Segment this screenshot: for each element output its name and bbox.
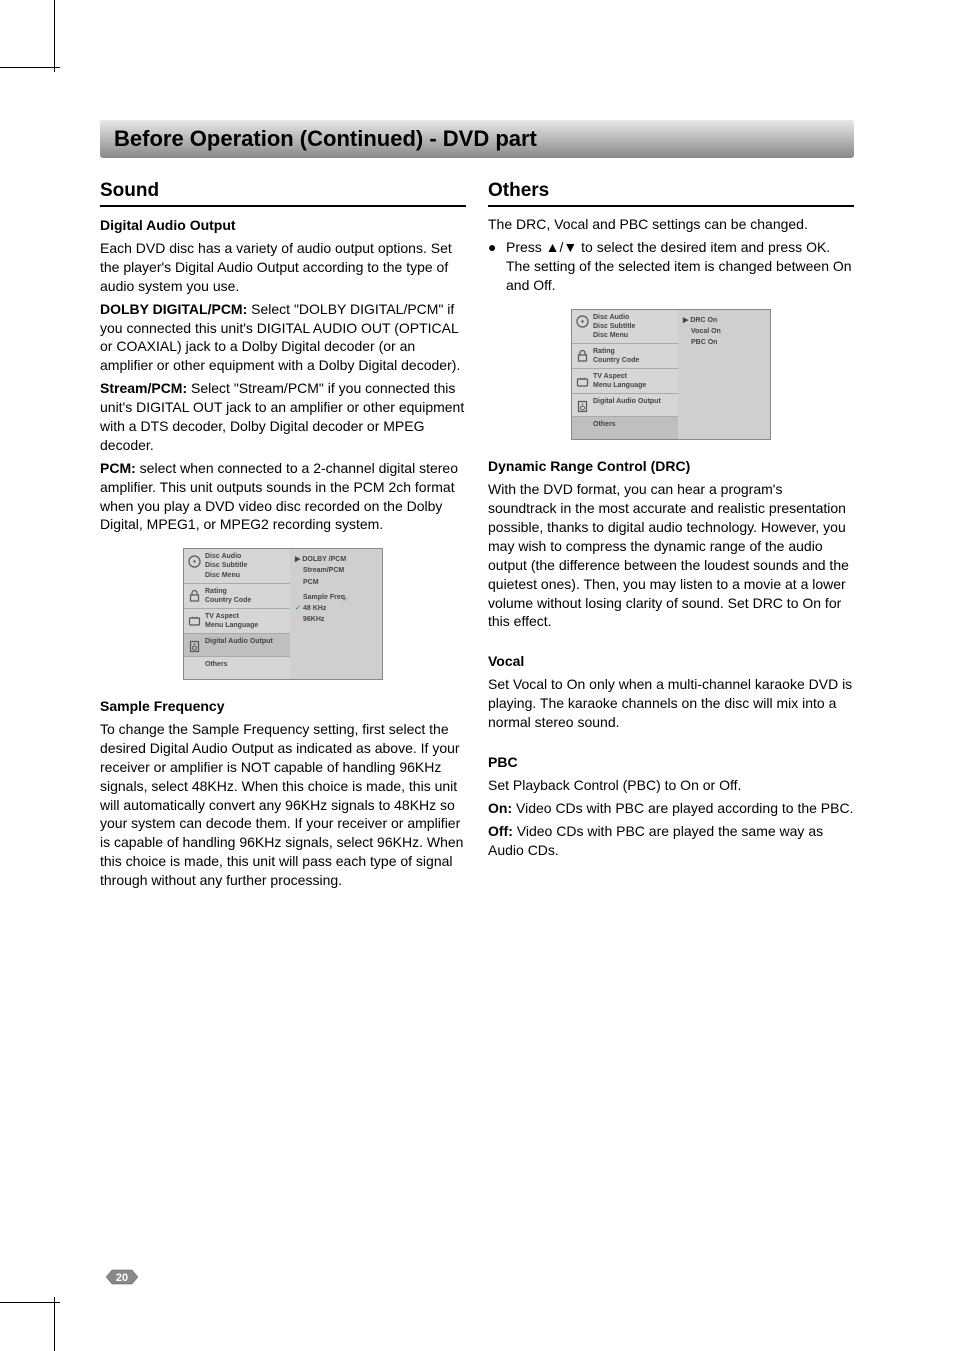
body-text: To change the Sample Frequency setting, …	[100, 720, 466, 890]
page-number-text: 20	[116, 1272, 128, 1284]
term-line: Off: Video CDs with PBC are played the s…	[488, 822, 854, 860]
left-column: Sound Digital Audio Output Each DVD disc…	[100, 180, 466, 894]
tv-icon	[575, 374, 589, 388]
menu-option: Stream/PCM	[303, 567, 344, 574]
menu-label: Disc Menu	[593, 331, 635, 340]
speaker-icon	[575, 399, 589, 413]
heading-vocal: Vocal	[488, 653, 854, 669]
heading-pbc: PBC	[488, 754, 854, 770]
term-label: Off:	[488, 823, 513, 839]
heading-digital-audio-output: Digital Audio Output	[100, 217, 466, 233]
menu-label: TV Aspect	[593, 372, 646, 381]
menu-label: Digital Audio Output	[205, 637, 273, 646]
menu-label: Country Code	[593, 356, 639, 365]
page-title: Before Operation (Continued) - DVD part	[100, 120, 854, 158]
lock-icon	[575, 349, 589, 363]
tv-icon	[187, 614, 201, 628]
menu-option: 96KHz	[303, 616, 324, 623]
bullet-step: ● Press ▲/▼ to select the desired item a…	[488, 238, 854, 295]
body-text: Set Vocal to On only when a multi-channe…	[488, 675, 854, 732]
menu-label: Others	[593, 420, 616, 429]
menu-label: Disc Audio	[593, 313, 635, 322]
body-text: Stream/PCM: Select "Stream/PCM" if you c…	[100, 379, 466, 455]
term-label: DOLBY DIGITAL/PCM:	[100, 301, 247, 317]
menu-label: Menu Language	[593, 381, 646, 390]
menu-label: Disc Audio	[205, 552, 247, 561]
disc-icon	[187, 554, 201, 568]
body-text: Set Playback Control (PBC) to On or Off.	[488, 776, 854, 795]
check-icon: ✓	[295, 604, 303, 613]
body-text: PCM: select when connected to a 2-channe…	[100, 459, 466, 535]
term-text: Video CDs with PBC are played according …	[512, 800, 853, 816]
menu-label: Rating	[205, 587, 251, 596]
menu-option: 48 KHz	[303, 605, 326, 612]
bullet-icon: ●	[488, 238, 506, 295]
speaker-icon	[187, 639, 201, 653]
step-text: Press ▲/▼ to select the desired item and…	[506, 238, 854, 295]
crop-mark	[54, 0, 55, 72]
term-text: Video CDs with PBC are played the same w…	[488, 823, 823, 858]
menu-option: ▶ DOLBY /PCM	[295, 555, 377, 564]
heading-drc: Dynamic Range Control (DRC)	[488, 458, 854, 474]
body-text: DOLBY DIGITAL/PCM: Select "DOLBY DIGITAL…	[100, 300, 466, 376]
disc-icon	[575, 315, 589, 329]
heading-sample-frequency: Sample Frequency	[100, 698, 466, 714]
menu-label: Disc Subtitle	[593, 322, 635, 331]
lock-icon	[187, 589, 201, 603]
menu-label: Disc Subtitle	[205, 561, 247, 570]
menu-option: Sample Freq.	[303, 594, 347, 601]
crop-mark	[0, 67, 60, 68]
term-text: select when connected to a 2-channel dig…	[100, 460, 458, 533]
menu-option: PCM	[303, 579, 319, 586]
menu-option: ▶ DRC On	[683, 316, 765, 325]
right-column: Others The DRC, Vocal and PBC settings c…	[488, 180, 854, 894]
term-label: Stream/PCM:	[100, 380, 187, 396]
term-label: On:	[488, 800, 512, 816]
menu-option: Vocal On	[691, 328, 721, 335]
menu-label: Digital Audio Output	[593, 397, 661, 406]
body-text: With the DVD format, you can hear a prog…	[488, 480, 854, 631]
body-text: Each DVD disc has a variety of audio out…	[100, 239, 466, 296]
crop-mark	[54, 1297, 55, 1351]
menu-label: Disc Menu	[205, 571, 247, 580]
page-number-badge: 20	[104, 1267, 140, 1287]
crop-mark	[0, 1302, 60, 1303]
term-line: On: Video CDs with PBC are played accord…	[488, 799, 854, 818]
menu-label: TV Aspect	[205, 612, 258, 621]
menu-label: Others	[205, 660, 228, 669]
menu-option: PBC On	[691, 339, 717, 346]
section-heading-others: Others	[488, 180, 854, 207]
setup-menu-figure: Disc Audio Disc Subtitle Disc Menu Ratin…	[571, 309, 771, 441]
menu-label: Rating	[593, 347, 639, 356]
menu-label: Country Code	[205, 596, 251, 605]
section-heading-sound: Sound	[100, 180, 466, 207]
term-label: PCM:	[100, 460, 136, 476]
menu-label: Menu Language	[205, 621, 258, 630]
setup-menu-figure: Disc Audio Disc Subtitle Disc Menu Ratin…	[183, 548, 383, 680]
body-text: The DRC, Vocal and PBC settings can be c…	[488, 215, 854, 234]
